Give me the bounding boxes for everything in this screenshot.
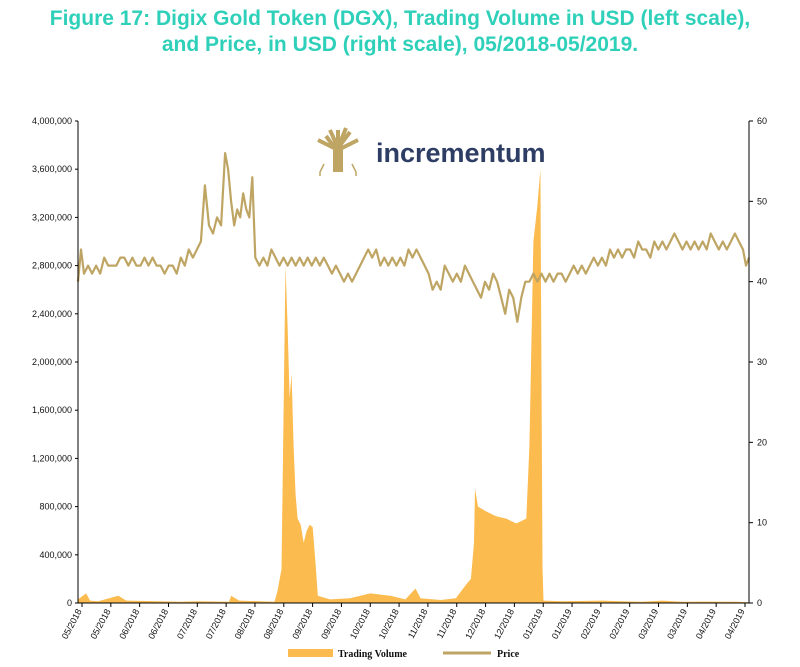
left-tick-label: 2,400,000 (32, 309, 72, 319)
right-tick-label: 0 (757, 598, 762, 608)
x-tick-label: 05/2018 (60, 607, 84, 640)
x-tick-label: 01/2019 (550, 607, 574, 640)
left-tick-label: 3,600,000 (32, 164, 72, 174)
x-tick-label: 02/2019 (579, 607, 603, 640)
x-tick-label: 05/2018 (88, 607, 112, 640)
x-axis-ticks: 05/2018 05/2018 06/2018 06/2018 07/2018 07/20… (60, 603, 747, 641)
left-tick-label: 1,200,000 (32, 453, 72, 463)
price-series (76, 152, 751, 323)
right-tick-label: 50 (757, 196, 767, 206)
x-tick-label: 07/2018 (175, 607, 199, 640)
left-tick-label: 4,000,000 (32, 116, 72, 126)
left-tick-label: 2,800,000 (32, 261, 72, 271)
left-tick-label: 0 (67, 598, 72, 608)
x-tick-label: 04/2019 (694, 607, 718, 640)
x-tick-label: 03/2019 (665, 607, 689, 640)
tree-icon (317, 127, 359, 176)
x-tick-label: 12/2018 (492, 607, 516, 640)
x-tick-label: 03/2019 (636, 607, 660, 640)
axes (77, 121, 750, 604)
x-tick-label: 09/2018 (319, 607, 343, 640)
x-tick-label: 11/2018 (435, 607, 459, 640)
x-tick-label: 02/2019 (607, 607, 631, 640)
trading-volume-area (78, 169, 749, 603)
x-tick-label: 04/2019 (723, 607, 747, 640)
legend-swatch-trading-volume (288, 649, 333, 657)
left-tick-label: 2,000,000 (32, 357, 72, 367)
left-tick-label: 800,000 (39, 502, 72, 512)
right-tick-label: 30 (757, 357, 767, 367)
left-tick-label: 3,200,000 (32, 212, 72, 222)
x-tick-label: 01/2019 (521, 607, 545, 640)
chart-title: Figure 17: Digix Gold Token (DGX), Tradi… (20, 6, 780, 58)
price-line (76, 152, 751, 323)
x-tick-label: 10/2018 (348, 607, 372, 640)
right-axis-ticks: 0 10 20 30 40 50 60 (749, 116, 767, 608)
right-tick-label: 40 (757, 277, 767, 287)
x-tick-label: 06/2018 (117, 607, 141, 640)
logo-text: incrementum (376, 138, 546, 168)
left-tick-label: 1,600,000 (32, 405, 72, 415)
incrementum-logo: incrementum (317, 127, 546, 176)
x-tick-label: 08/2018 (233, 607, 257, 640)
x-tick-label: 10/2018 (377, 607, 401, 640)
x-tick-label: 07/2018 (204, 607, 228, 640)
left-tick-label: 400,000 (39, 550, 72, 560)
right-tick-label: 20 (757, 437, 767, 447)
x-tick-label: 09/2018 (290, 607, 314, 640)
right-tick-label: 60 (757, 116, 767, 126)
left-axis-ticks: 0 400,000 800,000 1,200,000 1,600,000 2,000,0… (32, 116, 78, 608)
x-tick-label: 06/2018 (146, 607, 170, 640)
legend-label-price: Price (497, 649, 520, 660)
volume-series (78, 169, 749, 603)
chart-title-line-2: and Price, in USD (right scale), 05/2018… (161, 33, 639, 56)
chart-title-line-1: Figure 17: Digix Gold Token (DGX), Tradi… (49, 7, 751, 30)
right-tick-label: 10 (757, 518, 767, 528)
x-tick-label: 11/2018 (406, 607, 430, 640)
x-tick-label: 12/2018 (463, 607, 487, 640)
legend: Trading Volume Price (288, 649, 520, 660)
x-tick-label: 08/2018 (261, 607, 285, 640)
legend-label-trading-volume: Trading Volume (338, 649, 408, 660)
